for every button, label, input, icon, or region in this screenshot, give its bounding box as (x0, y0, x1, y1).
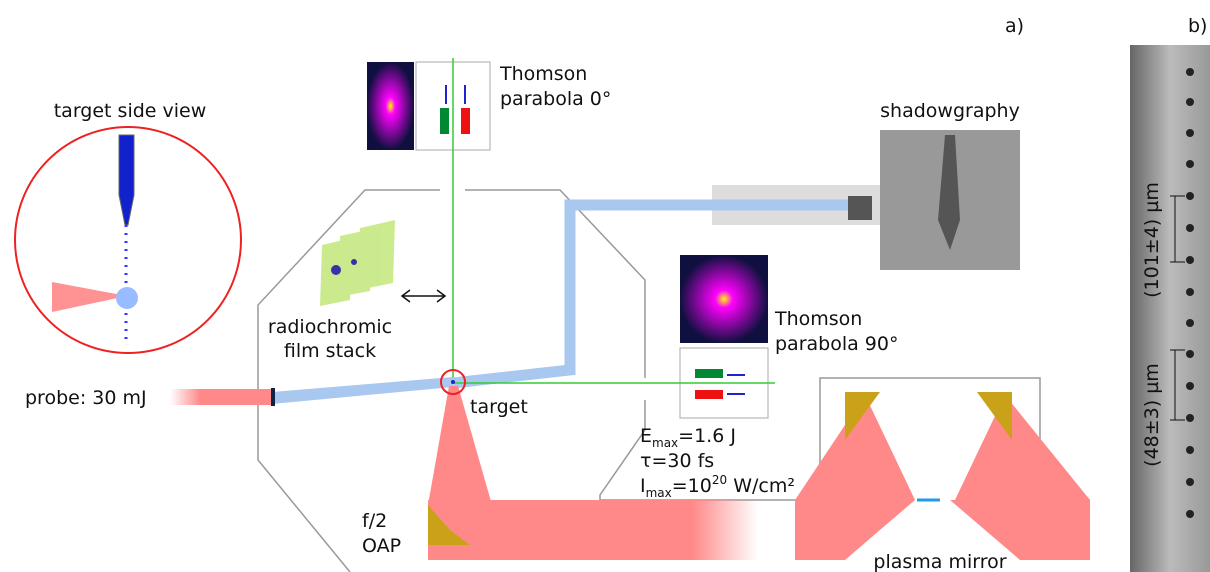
oap-label: f/2 (362, 510, 387, 532)
tp0-bar (461, 108, 470, 134)
laser-intensity: Imax=1020 W/cm² (640, 473, 795, 500)
panel-label: a) (1005, 15, 1024, 37)
panel-label: b) (1188, 15, 1207, 37)
target-label: target (470, 396, 528, 418)
probe-input (170, 389, 272, 405)
oap-label: OAP (362, 535, 401, 557)
shadowgraphy-label: shadowgraphy (880, 100, 1020, 122)
scale-label: (101±4) µm (1141, 182, 1163, 298)
camera (848, 196, 872, 220)
tp90-bar (695, 369, 723, 378)
droplet-row (1186, 68, 1194, 518)
target-droplet (116, 287, 138, 309)
probe-beam (272, 377, 453, 404)
tp0-image (367, 62, 414, 150)
tp90-label: parabola 90° (775, 333, 898, 355)
laser-energy: Emax=1.6 J (640, 425, 736, 450)
film-label: film stack (284, 340, 376, 362)
tp0-label: Thomson (499, 63, 587, 85)
figure: target side view Thomson parabola 0° sha… (0, 0, 1210, 572)
target-view-title: target side view (54, 100, 207, 122)
tp90-label: Thomson (774, 308, 862, 330)
tp90-bar (695, 390, 723, 399)
target-point (451, 380, 455, 384)
probe-label: probe: 30 mJ (25, 387, 147, 409)
film-spot (331, 265, 341, 275)
arrow (402, 290, 445, 302)
film-stack (320, 220, 395, 306)
laser-duration: τ=30 fs (640, 450, 714, 472)
droplet-image (1130, 45, 1210, 572)
plasma-mirror-beam (795, 395, 1090, 560)
scale-label: (48±3) µm (1141, 363, 1163, 467)
laser-beam (428, 500, 758, 560)
tp0-bar (440, 108, 449, 134)
plasma-mirror-label: plasma mirror (873, 551, 1006, 572)
film-label: radiochromic (268, 316, 392, 338)
probe-window (271, 388, 275, 406)
tp90-image (680, 255, 768, 343)
film-spot (351, 259, 357, 265)
probe-path (453, 205, 848, 383)
tp0-label: parabola 0° (500, 88, 611, 110)
